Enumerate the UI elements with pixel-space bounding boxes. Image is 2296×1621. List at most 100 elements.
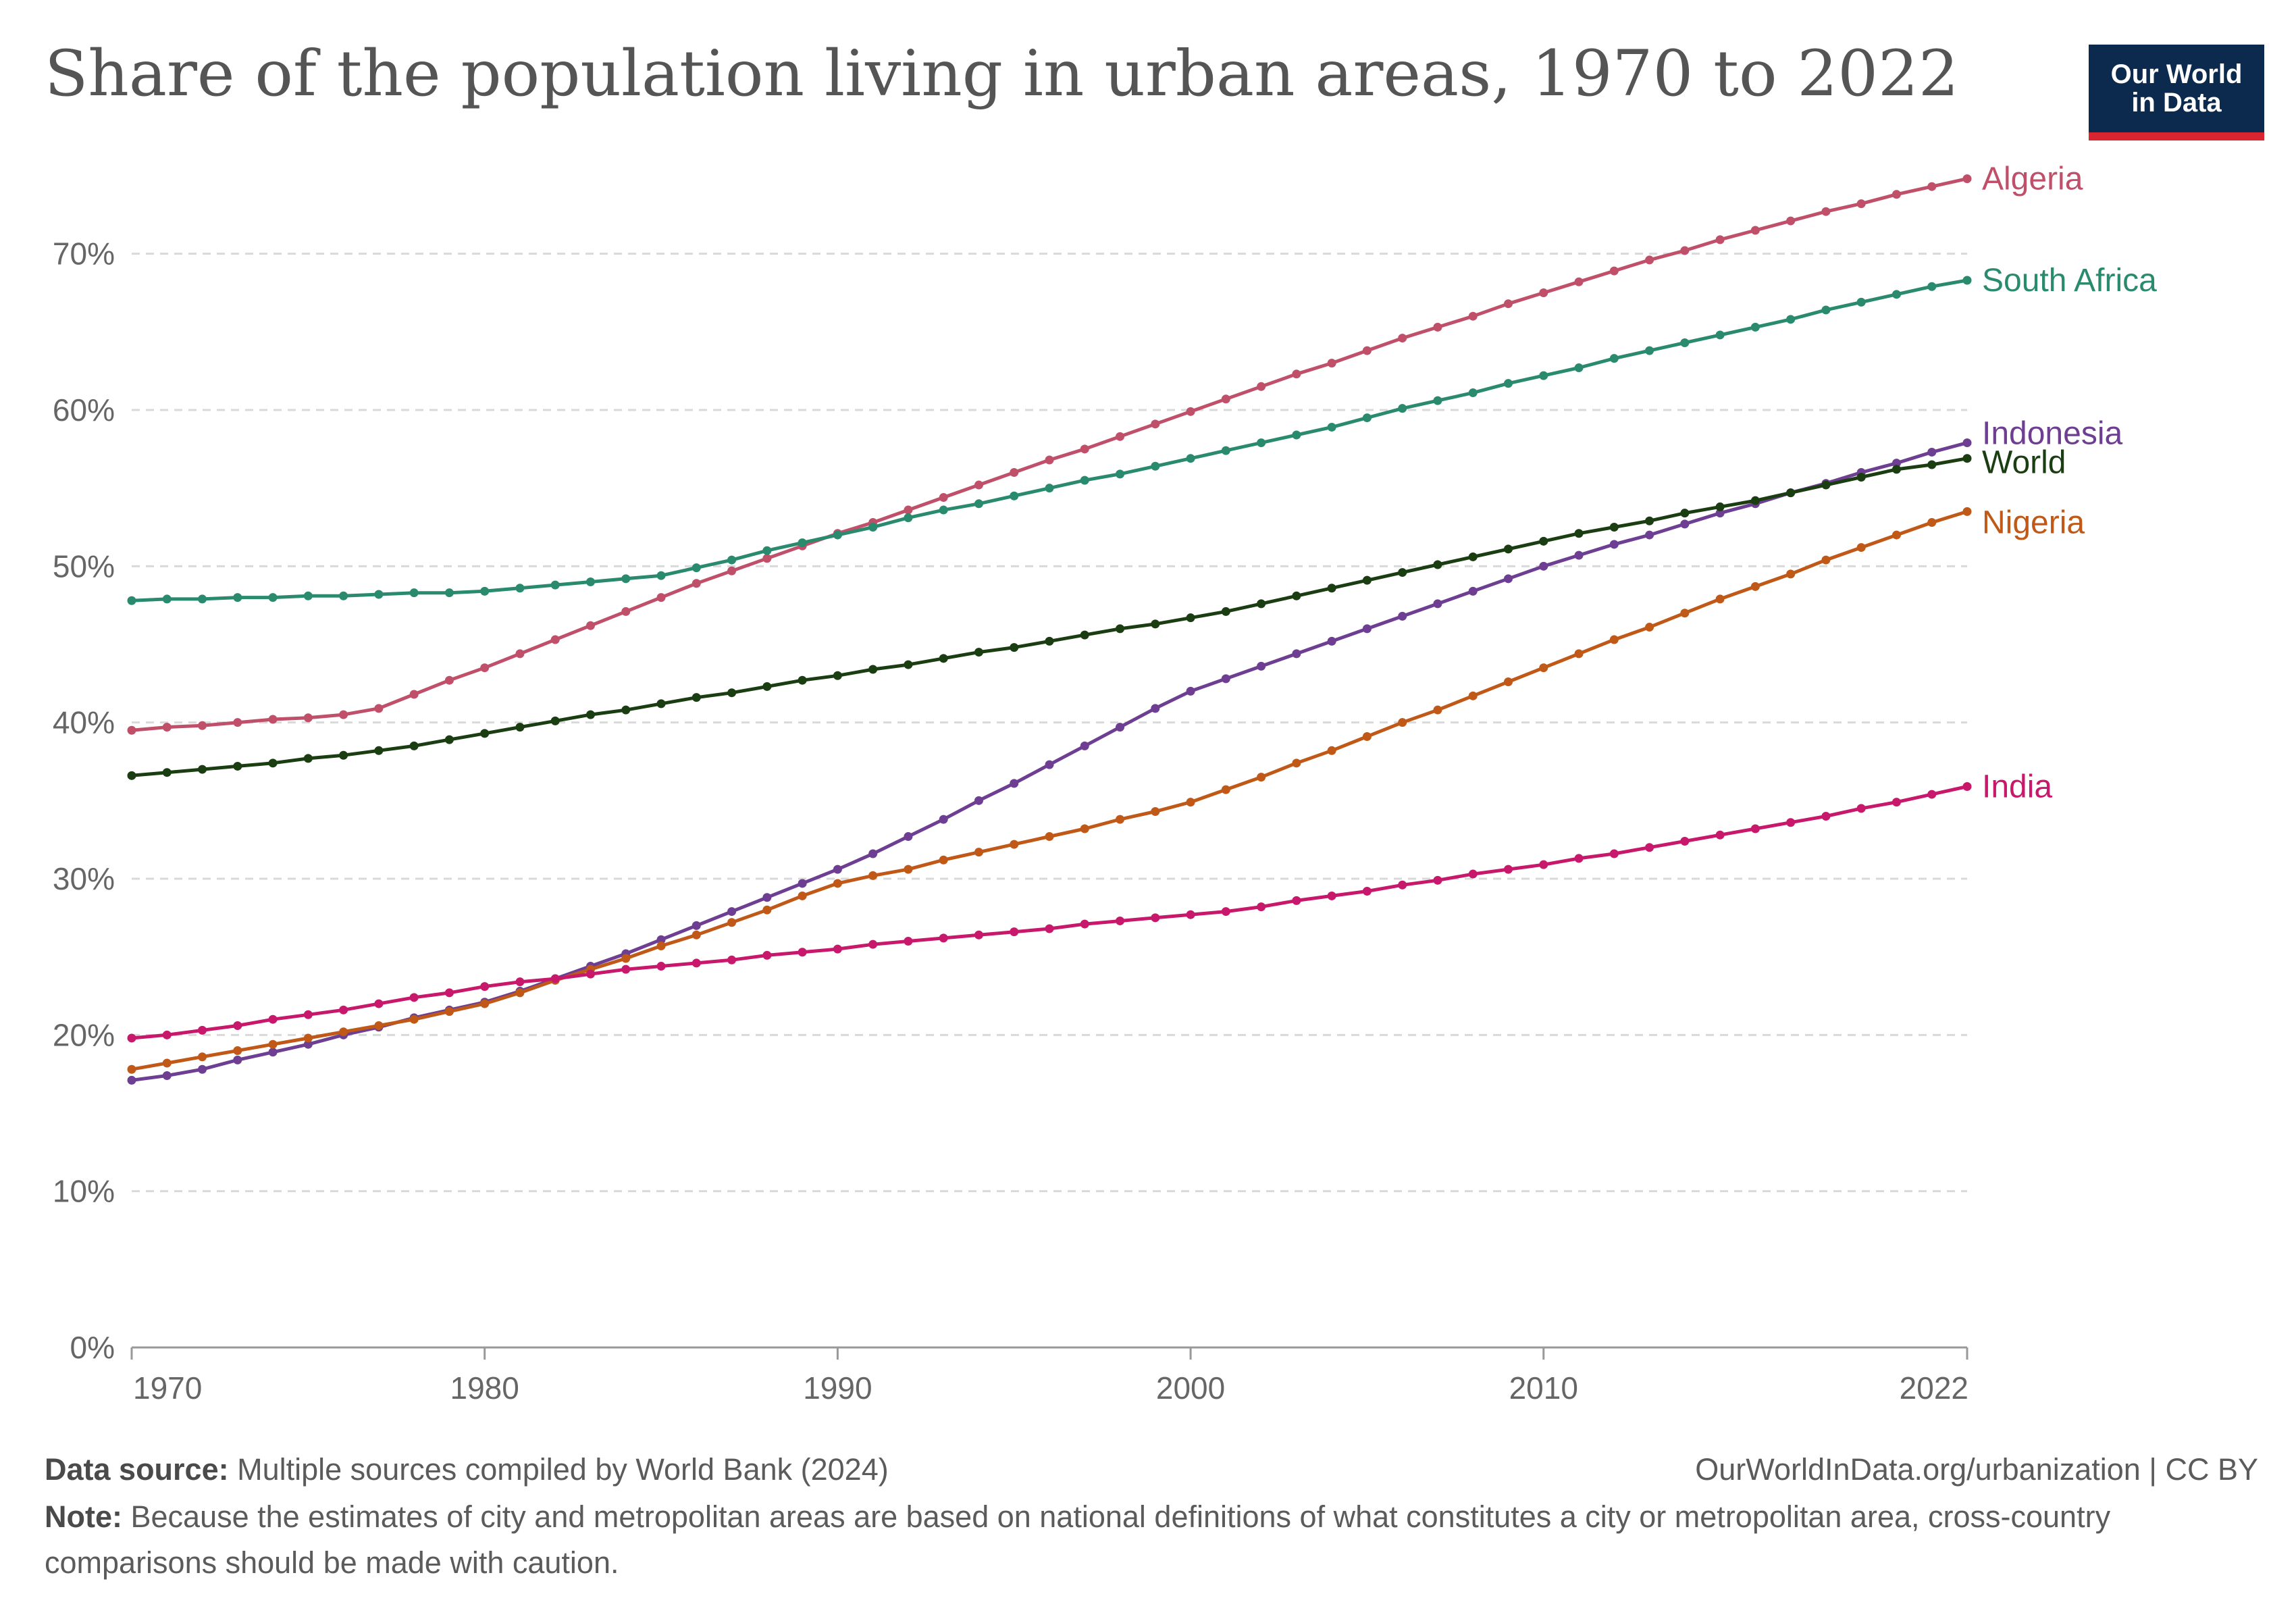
data-point-indonesia[interactable]	[198, 1064, 207, 1074]
data-point-algeria[interactable]	[1539, 288, 1548, 297]
data-point-algeria[interactable]	[1362, 346, 1372, 355]
data-point-india[interactable]	[1891, 798, 1901, 807]
data-point-algeria[interactable]	[1750, 226, 1760, 235]
data-point-south-africa[interactable]	[656, 571, 666, 580]
data-point-india[interactable]	[1504, 865, 1513, 874]
data-point-world[interactable]	[833, 671, 842, 680]
data-point-nigeria[interactable]	[162, 1058, 172, 1068]
data-point-nigeria[interactable]	[1504, 677, 1513, 687]
source-url-link[interactable]: OurWorldInData.org/urbanization | CC BY	[1695, 1452, 2258, 1487]
data-point-south-africa[interactable]	[1821, 305, 1831, 315]
data-point-india[interactable]	[303, 1010, 313, 1019]
data-point-south-africa[interactable]	[303, 591, 313, 600]
data-point-world[interactable]	[1609, 523, 1619, 532]
data-point-world[interactable]	[656, 699, 666, 709]
owid-logo[interactable]: Our World in Data	[2089, 45, 2264, 140]
data-point-south-africa[interactable]	[974, 499, 983, 509]
data-point-india[interactable]	[1468, 869, 1478, 879]
data-point-world[interactable]	[1927, 460, 1937, 469]
data-point-indonesia[interactable]	[1010, 779, 1019, 788]
data-point-india[interactable]	[1609, 849, 1619, 858]
data-point-indonesia[interactable]	[127, 1075, 136, 1085]
data-point-indonesia[interactable]	[656, 935, 666, 944]
series-line-india[interactable]	[131, 785, 1968, 1040]
data-point-india[interactable]	[586, 969, 595, 979]
data-point-india[interactable]	[1786, 818, 1796, 827]
data-point-south-africa[interactable]	[1362, 413, 1372, 423]
data-point-indonesia[interactable]	[303, 1039, 313, 1049]
data-point-south-africa[interactable]	[586, 577, 595, 586]
data-point-world[interactable]	[939, 654, 948, 663]
data-point-india[interactable]	[1927, 790, 1937, 799]
data-point-algeria[interactable]	[1292, 369, 1301, 379]
data-point-world[interactable]	[339, 750, 348, 760]
data-point-algeria[interactable]	[1080, 444, 1089, 454]
data-point-world[interactable]	[1045, 636, 1054, 646]
data-point-south-africa[interactable]	[480, 586, 490, 596]
data-point-algeria[interactable]	[586, 621, 595, 630]
data-point-algeria[interactable]	[1151, 419, 1160, 429]
data-point-south-africa[interactable]	[762, 546, 772, 555]
data-point-nigeria[interactable]	[727, 918, 737, 927]
data-point-india[interactable]	[833, 944, 842, 954]
data-point-india[interactable]	[1186, 910, 1195, 919]
data-point-algeria[interactable]	[303, 713, 313, 723]
data-point-world[interactable]	[268, 758, 278, 768]
data-point-south-africa[interactable]	[1750, 322, 1760, 332]
data-point-nigeria[interactable]	[1221, 785, 1230, 794]
data-point-nigeria[interactable]	[339, 1027, 348, 1037]
data-point-india[interactable]	[656, 962, 666, 971]
data-point-indonesia[interactable]	[727, 907, 737, 917]
data-point-india[interactable]	[727, 955, 737, 964]
data-point-india[interactable]	[904, 937, 913, 946]
data-point-algeria[interactable]	[939, 493, 948, 503]
data-point-indonesia[interactable]	[939, 815, 948, 824]
data-point-indonesia[interactable]	[162, 1071, 172, 1080]
data-point-world[interactable]	[515, 723, 525, 732]
data-point-indonesia[interactable]	[1433, 599, 1442, 609]
data-point-algeria[interactable]	[339, 710, 348, 719]
data-point-south-africa[interactable]	[1504, 379, 1513, 388]
data-point-world[interactable]	[1116, 624, 1125, 634]
data-point-india[interactable]	[1962, 782, 1972, 792]
data-point-indonesia[interactable]	[974, 796, 983, 805]
data-point-nigeria[interactable]	[444, 1007, 454, 1017]
data-point-algeria[interactable]	[1221, 394, 1230, 404]
data-point-indonesia[interactable]	[1715, 509, 1725, 518]
data-point-algeria[interactable]	[374, 704, 384, 713]
series-line-south-africa[interactable]	[131, 278, 1968, 602]
data-point-algeria[interactable]	[1045, 455, 1054, 465]
data-point-indonesia[interactable]	[1504, 574, 1513, 584]
data-point-world[interactable]	[1186, 613, 1195, 623]
data-point-nigeria[interactable]	[409, 1014, 419, 1024]
data-point-south-africa[interactable]	[162, 594, 172, 604]
data-point-nigeria[interactable]	[198, 1052, 207, 1062]
data-point-indonesia[interactable]	[762, 893, 772, 902]
data-point-algeria[interactable]	[1715, 235, 1725, 245]
data-point-algeria[interactable]	[1186, 407, 1195, 416]
series-line-world[interactable]	[131, 457, 1968, 777]
data-point-india[interactable]	[1151, 913, 1160, 923]
data-point-indonesia[interactable]	[1645, 530, 1654, 540]
data-point-world[interactable]	[127, 771, 136, 780]
data-point-world[interactable]	[233, 761, 242, 771]
data-point-algeria[interactable]	[409, 690, 419, 699]
data-point-indonesia[interactable]	[868, 849, 878, 858]
data-point-nigeria[interactable]	[1045, 832, 1054, 842]
data-point-algeria[interactable]	[1010, 468, 1019, 478]
data-point-nigeria[interactable]	[1292, 758, 1301, 768]
data-point-india[interactable]	[127, 1033, 136, 1043]
data-point-world[interactable]	[1398, 568, 1407, 577]
data-point-nigeria[interactable]	[1962, 507, 1972, 516]
data-point-algeria[interactable]	[1962, 174, 1972, 184]
data-point-nigeria[interactable]	[621, 954, 631, 963]
data-point-algeria[interactable]	[1786, 216, 1796, 226]
data-point-india[interactable]	[233, 1021, 242, 1030]
data-point-south-africa[interactable]	[339, 591, 348, 600]
data-point-algeria[interactable]	[1856, 199, 1866, 209]
data-point-south-africa[interactable]	[692, 563, 701, 573]
data-point-world[interactable]	[1504, 544, 1513, 554]
data-point-nigeria[interactable]	[1327, 746, 1336, 755]
data-point-algeria[interactable]	[1891, 190, 1901, 199]
data-point-india[interactable]	[798, 948, 807, 957]
